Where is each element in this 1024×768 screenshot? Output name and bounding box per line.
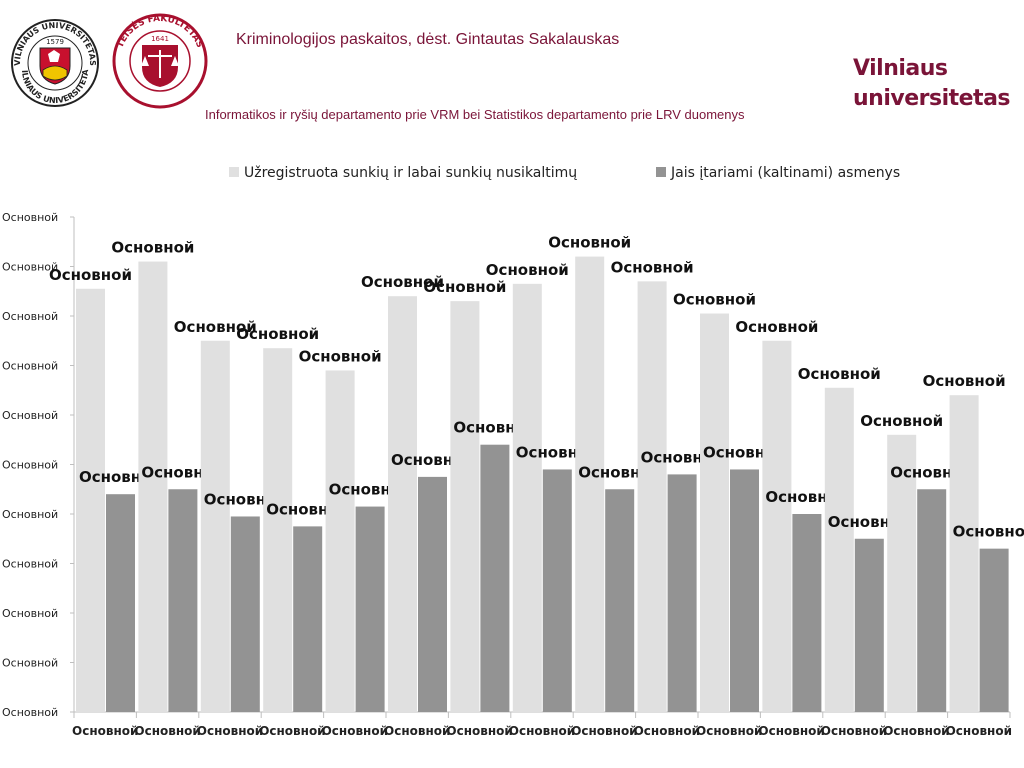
bar-suspects [605, 489, 635, 712]
data-label-registered-crimes: Основной [423, 278, 506, 296]
bar-registered-crimes [762, 340, 792, 712]
bar-suspects [917, 489, 947, 712]
bar-registered-crimes [138, 261, 168, 712]
bar-registered-crimes [824, 387, 854, 712]
x-tick-label: Основной [571, 724, 637, 738]
bar-registered-crimes [637, 281, 667, 712]
bar-suspects [168, 489, 198, 712]
bar-registered-crimes [700, 313, 729, 712]
bar-registered-crimes [450, 301, 480, 712]
data-label-registered-crimes: Основной [361, 273, 444, 291]
svg-text:1579: 1579 [46, 38, 64, 46]
data-label-registered-crimes: Основной [735, 318, 818, 336]
bar-registered-crimes [325, 370, 355, 712]
y-tick-label: Основной [2, 706, 58, 719]
y-tick-label: Основной [2, 508, 58, 521]
x-tick-label: Основной [696, 724, 762, 738]
bar-suspects [542, 469, 572, 712]
x-tick-label: Основной [883, 724, 949, 738]
y-tick-label: Основной [2, 607, 58, 620]
data-label-registered-crimes: Основной [111, 239, 194, 257]
svg-text:1641: 1641 [151, 35, 169, 43]
y-tick-label: Основной [2, 459, 58, 472]
y-tick-label: Основной [2, 657, 58, 670]
legend-item-suspects-label: Jais įtariami (kaltinami) asmenys [670, 165, 900, 181]
data-label-registered-crimes: Основной [798, 365, 881, 383]
bar-registered-crimes [76, 288, 105, 712]
x-tick-label: Основной [384, 724, 450, 738]
data-label-registered-crimes: Основной [49, 266, 132, 284]
bar-registered-crimes [263, 348, 293, 712]
law-faculty-seal-logo: 1641 TEISĖS FAKULTETAS [112, 10, 208, 112]
x-tick-label: Основной [634, 724, 700, 738]
bar-suspects [979, 548, 1009, 712]
page-title: Kriminologijos paskaitos, dėst. Gintauta… [236, 31, 620, 48]
y-tick-label: Основной [2, 409, 58, 422]
data-label-registered-crimes: Основной [299, 347, 382, 365]
x-tick-label: Основной [509, 724, 575, 738]
data-label-registered-crimes: Основной [860, 412, 943, 430]
university-brand-wordmark: Vilniaus universitetas [853, 54, 1011, 114]
y-tick-label: Основной [2, 310, 58, 323]
brand-line-2: universitetas [853, 86, 1011, 111]
bar-registered-crimes [575, 256, 605, 712]
bar-suspects [106, 494, 135, 712]
data-label-registered-crimes: Основной [673, 291, 756, 309]
y-tick-label: Основной [2, 211, 58, 224]
bar-suspects [418, 476, 447, 712]
bar-suspects [854, 538, 884, 712]
bar-suspects [293, 526, 323, 712]
data-label-registered-crimes: Основной [611, 258, 694, 276]
y-tick-label: Основной [2, 261, 58, 274]
x-tick-label: Основной [72, 724, 138, 738]
data-label-registered-crimes: Основной [486, 261, 569, 279]
x-tick-label: Основной [322, 724, 388, 738]
data-label-registered-crimes: Основной [236, 325, 319, 343]
bar-registered-crimes [388, 296, 417, 712]
data-label-registered-crimes: Основной [548, 234, 631, 252]
x-tick-label: Основной [259, 724, 325, 738]
bar-suspects [730, 469, 759, 712]
x-tick-label: Основной [134, 724, 200, 738]
bar-registered-crimes [949, 395, 979, 712]
data-label-registered-crimes: Основной [923, 372, 1006, 390]
y-tick-label: Основной [2, 558, 58, 571]
x-tick-label: Основной [446, 724, 512, 738]
bar-registered-crimes [200, 340, 230, 712]
x-tick-label: Основной [197, 724, 263, 738]
x-tick-label: Основной [946, 724, 1012, 738]
legend-item-registered-crimes-swatch [229, 167, 239, 177]
legend-item-suspects-swatch [656, 167, 666, 177]
data-label-registered-crimes: Основной [174, 318, 257, 336]
y-tick-label: Основной [2, 360, 58, 373]
data-label-suspects: Основной [953, 523, 1024, 541]
x-tick-label: Основной [821, 724, 887, 738]
legend-item-registered-crimes-label: Užregistruota sunkių ir labai sunkių nus… [244, 165, 577, 181]
data-source-subtitle: Informatikos ir ryšių departamento prie … [205, 107, 745, 122]
bar-suspects [355, 506, 385, 712]
x-tick-label: Основной [758, 724, 824, 738]
bar-registered-crimes [887, 434, 917, 712]
brand-line-1: Vilniaus [853, 56, 948, 81]
bar-registered-crimes [512, 283, 542, 712]
vilnius-university-seal-logo: 1579 VILNIAUS UNIVERSITETAS VILNIAUS UNI… [7, 1, 100, 118]
bar-suspects [480, 444, 510, 712]
bar-suspects [667, 474, 697, 712]
bar-suspects [230, 516, 260, 712]
bar-suspects [792, 514, 822, 712]
